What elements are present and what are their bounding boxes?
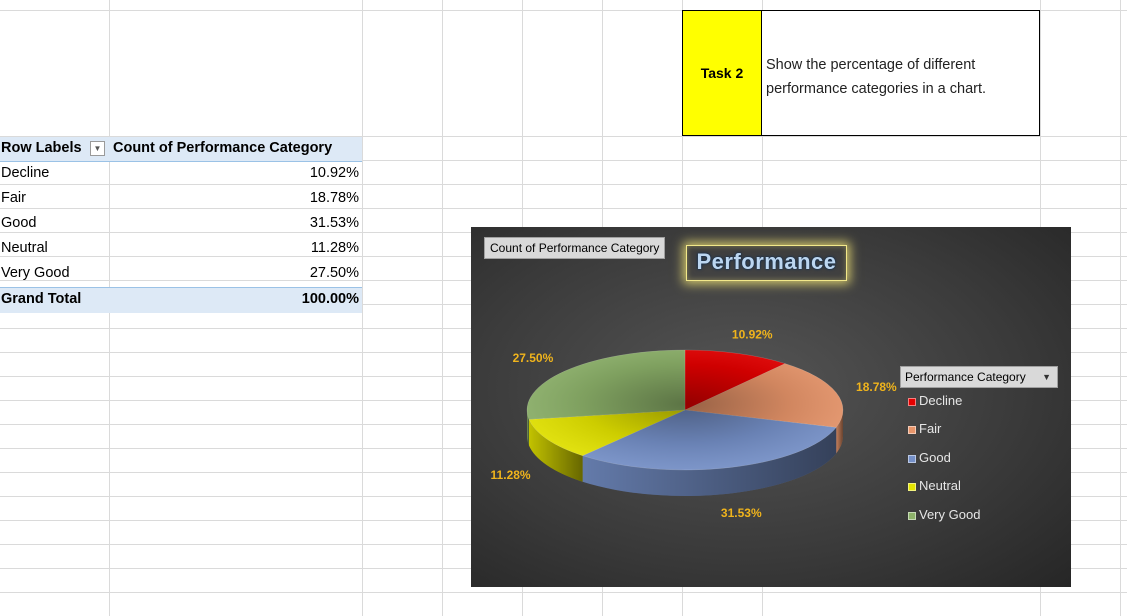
pivot-row-value: 31.53%: [309, 215, 359, 231]
pie-plot[interactable]: 10.92% 18.78% 31.53% 11.28% 27.50%: [471, 227, 1071, 587]
legend-swatch: [908, 483, 916, 492]
legend-swatch: [908, 454, 916, 463]
pivot-row[interactable]: Good 31.53%: [0, 212, 362, 237]
legend-label: Fair: [919, 421, 942, 437]
pivot-grand-total-row[interactable]: Grand Total 100.00%: [0, 287, 362, 313]
pivot-row-value: 10.92%: [309, 165, 359, 181]
legend-filter-dropdown-icon[interactable]: ▼: [1042, 372, 1051, 382]
pie-side-shade: [582, 427, 837, 497]
pivot-row-value: 11.28%: [310, 240, 359, 256]
grand-total-value: 100.00%: [301, 291, 359, 307]
pivot-table: Row Labels ▼ Count of Performance Catego…: [0, 137, 362, 313]
pivot-row[interactable]: Fair 18.78%: [0, 187, 362, 212]
legend-label: Good: [919, 449, 951, 465]
pivot-row-label: Fair: [1, 190, 26, 206]
legend-swatch: [908, 398, 916, 406]
legend-field-label: Performance Category: [905, 370, 1026, 384]
legend-swatch: [908, 511, 916, 520]
data-label-neutral[interactable]: 11.28%: [491, 468, 531, 482]
data-label-decline[interactable]: 10.92%: [732, 328, 773, 342]
chart-title[interactable]: Performance: [686, 245, 847, 281]
pivot-row[interactable]: Very Good 27.50%: [0, 262, 362, 287]
data-label-fair[interactable]: 18.78%: [856, 380, 897, 394]
pivot-row-label: Neutral: [1, 240, 48, 256]
row-labels-filter-dropdown-icon[interactable]: ▼: [90, 141, 105, 156]
legend-label: Very Good: [919, 506, 981, 522]
pivot-row[interactable]: Neutral 11.28%: [0, 237, 362, 262]
legend-label: Neutral: [919, 478, 961, 494]
pivot-row-label: Very Good: [1, 265, 70, 281]
task-description-cell[interactable]: Show the percentage of different perform…: [762, 10, 1040, 136]
pivot-row-label: Decline: [1, 165, 50, 181]
data-label-very-good[interactable]: 27.50%: [513, 351, 554, 365]
pivot-row[interactable]: Decline 10.92%: [0, 162, 362, 187]
pivot-chart[interactable]: Count of Performance Category Performanc…: [471, 227, 1071, 587]
data-label-good[interactable]: 31.53%: [721, 506, 762, 520]
value-field-header[interactable]: Count of Performance Category: [113, 140, 333, 156]
pivot-header-row: Row Labels ▼ Count of Performance Catego…: [0, 137, 362, 162]
pivot-row-value: 18.78%: [309, 190, 359, 206]
legend-label: Decline: [919, 393, 963, 408]
pivot-row-value: 27.50%: [309, 265, 359, 281]
value-field-button[interactable]: Count of Performance Category: [484, 237, 666, 259]
row-labels-header[interactable]: Row Labels: [1, 140, 82, 156]
task-label-cell[interactable]: Task 2: [682, 10, 762, 136]
pivot-row-label: Good: [1, 215, 37, 231]
legend-field-button[interactable]: Performance Category ▼: [900, 366, 1058, 388]
legend-swatch: [908, 426, 916, 435]
grand-total-label: Grand Total: [1, 291, 82, 307]
